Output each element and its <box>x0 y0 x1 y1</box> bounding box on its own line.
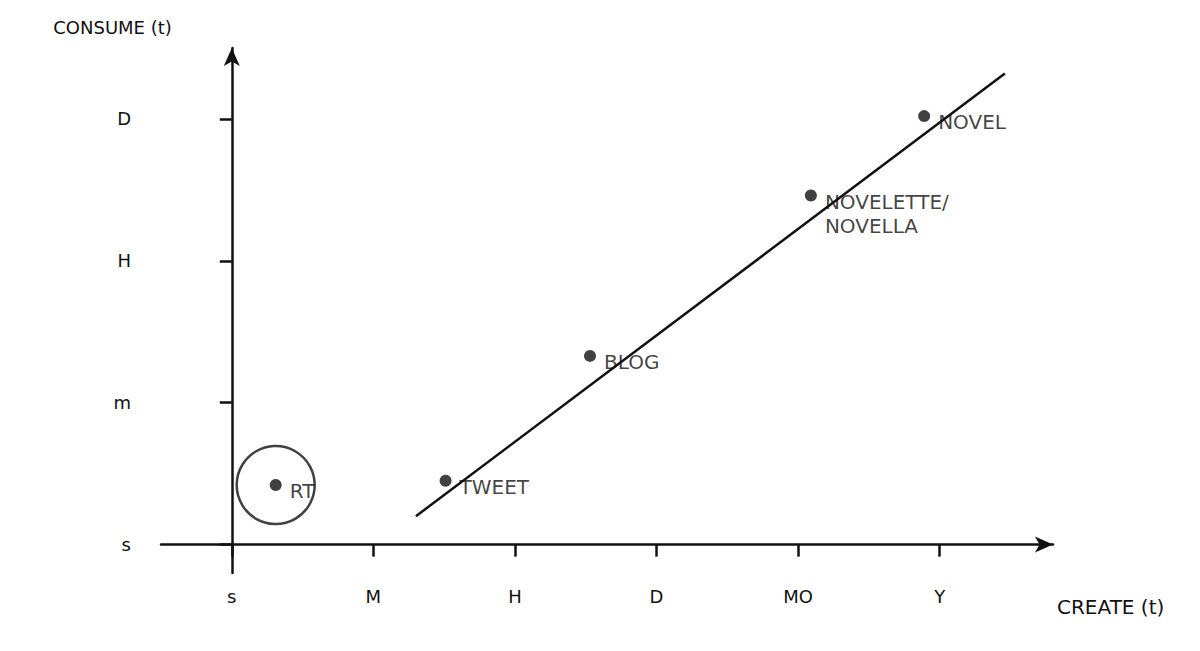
svg-text:CREATE (t): CREATE (t) <box>1057 595 1164 619</box>
svg-text:MO: MO <box>783 586 813 607</box>
svg-text:M: M <box>366 586 382 607</box>
svg-text:s: s <box>227 586 236 607</box>
svg-text:D: D <box>650 586 664 607</box>
svg-text:NOVELETTE/: NOVELETTE/ <box>825 190 949 214</box>
svg-text:H: H <box>508 586 522 607</box>
svg-text:H: H <box>117 250 131 271</box>
svg-text:TWEET: TWEET <box>459 475 530 499</box>
svg-text:s: s <box>122 534 131 555</box>
svg-text:CONSUME (t): CONSUME (t) <box>53 17 172 38</box>
svg-text:NOVEL: NOVEL <box>938 110 1007 134</box>
svg-text:Y: Y <box>933 586 946 607</box>
svg-text:NOVELLA: NOVELLA <box>825 214 918 238</box>
svg-text:D: D <box>117 108 131 129</box>
svg-text:BLOG: BLOG <box>604 349 660 374</box>
svg-text:RT: RT <box>290 479 315 503</box>
svg-text:m: m <box>113 392 131 413</box>
